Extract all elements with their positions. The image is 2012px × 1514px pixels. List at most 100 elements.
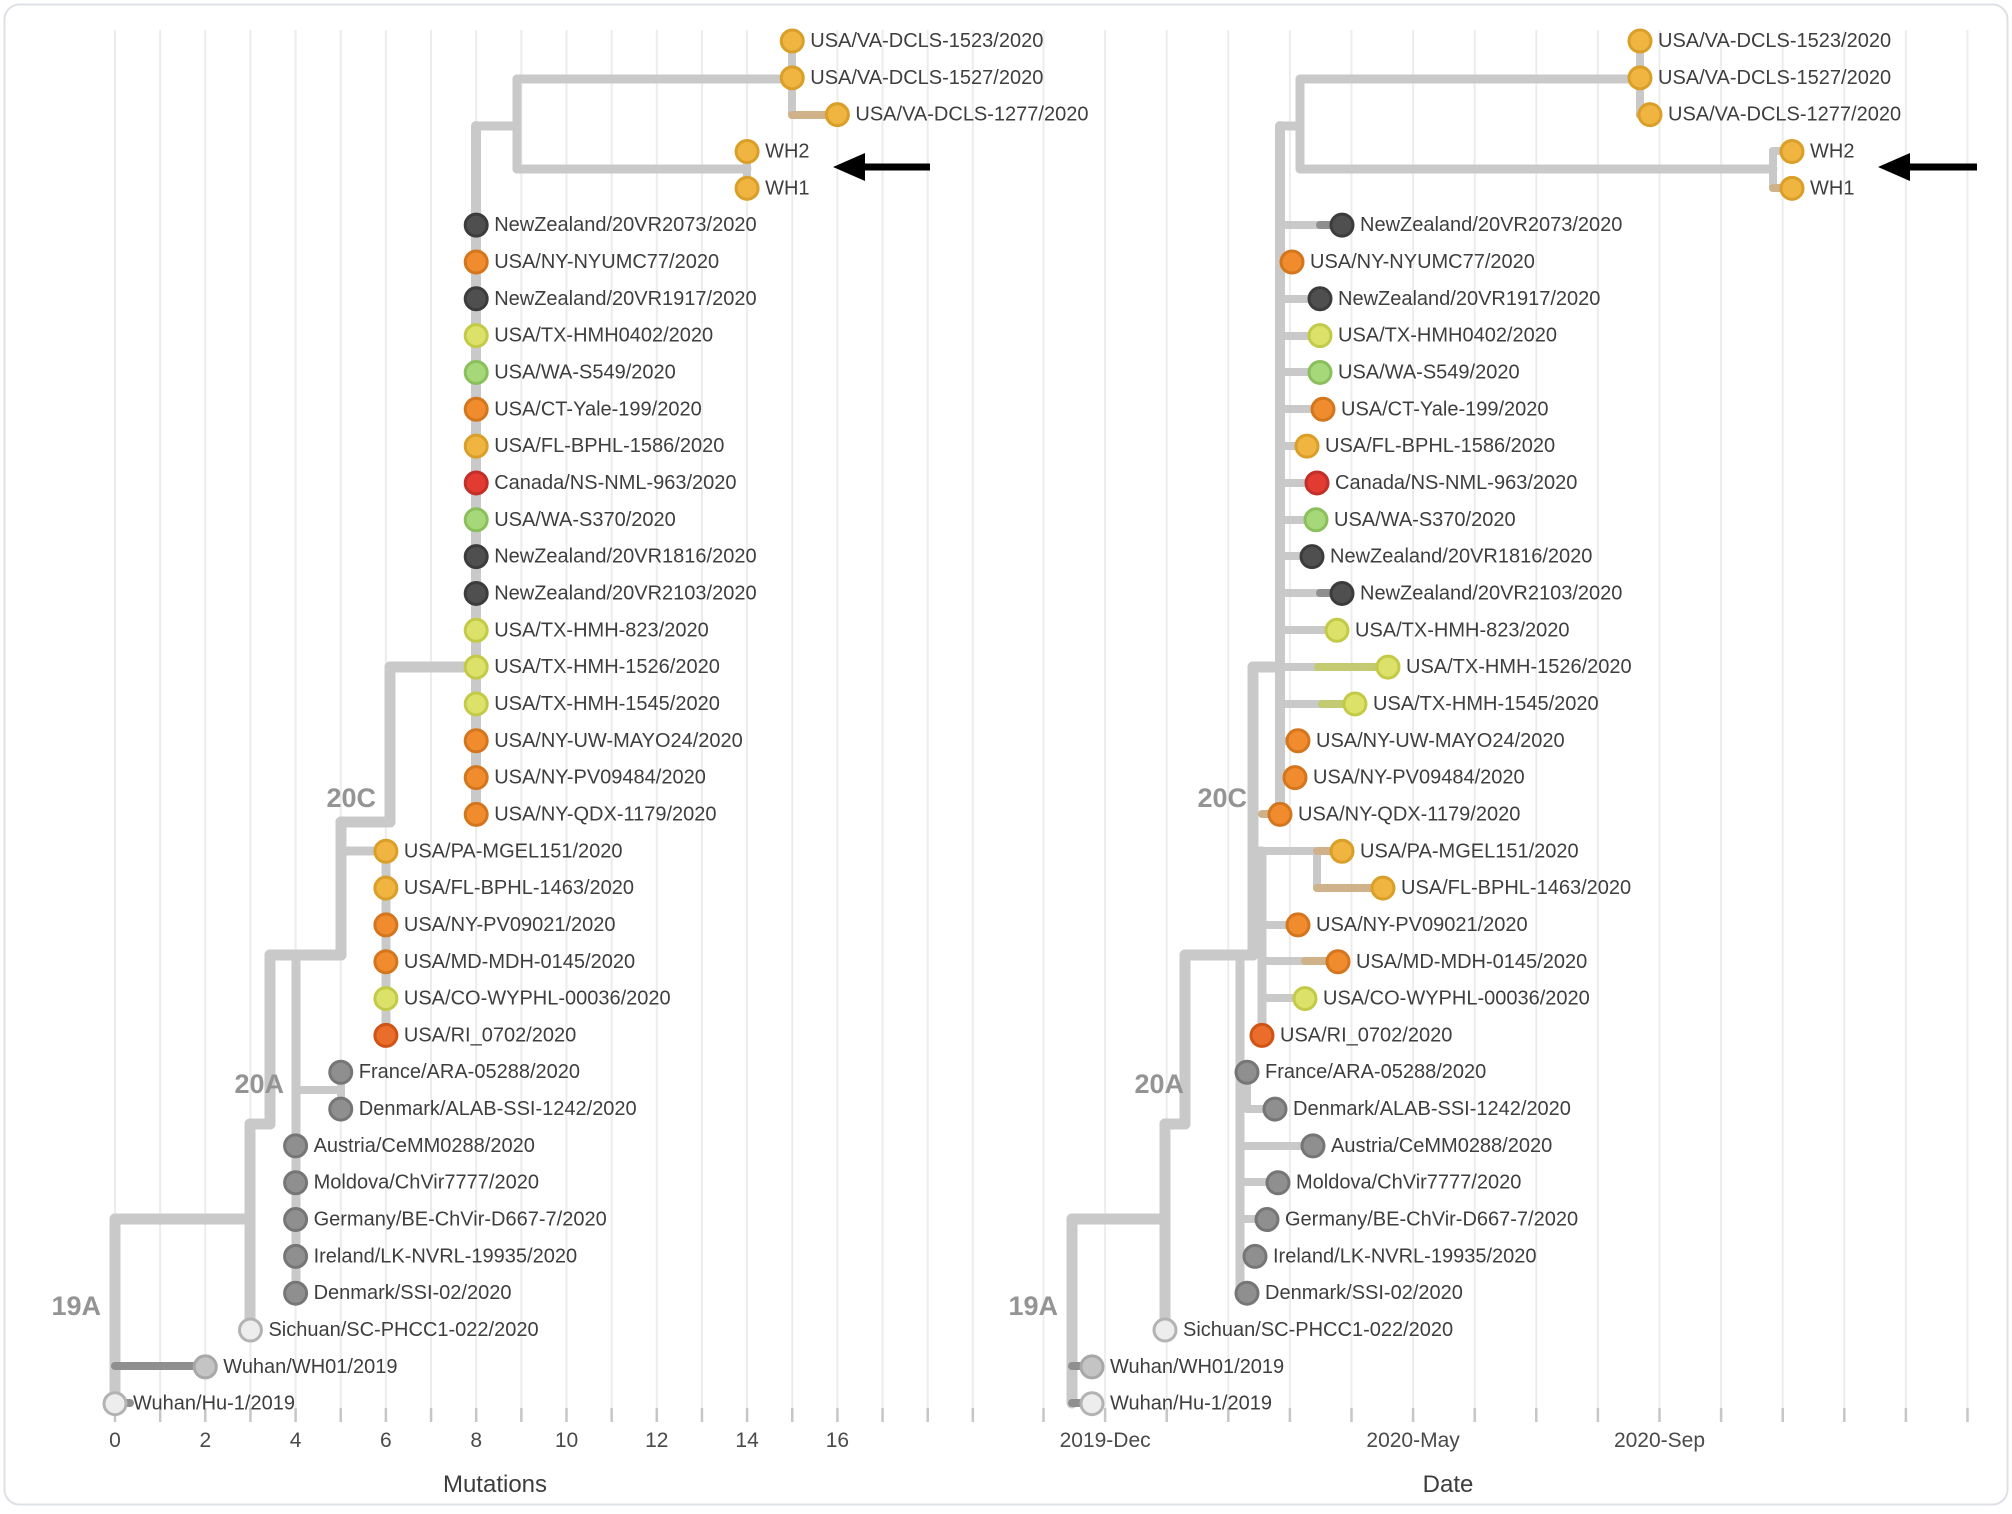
tip-label-right: USA/VA-DCLS-1277/2020	[1668, 104, 1901, 126]
tip-dot-right	[1249, 1022, 1275, 1048]
tip-label-right: Ireland/LK-NVRL-19935/2020	[1273, 1245, 1537, 1267]
tip-label-right: USA/CT-Yale-199/2020	[1341, 398, 1549, 420]
tip-dot-right	[1300, 1133, 1326, 1159]
tip-label-right: USA/CO-WYPHL-00036/2020	[1323, 988, 1590, 1010]
tip-dot-right	[1342, 691, 1368, 717]
tip-label-right: Sichuan/SC-PHCC1-022/2020	[1183, 1319, 1453, 1341]
tip-dot-right	[1779, 175, 1805, 201]
tip-label-right: USA/WA-S370/2020	[1334, 509, 1516, 531]
tip-label-left: USA/PA-MGEL151/2020	[404, 840, 623, 862]
tip-label-right: NewZealand/20VR2073/2020	[1360, 214, 1622, 236]
tip-dot-left	[463, 801, 489, 827]
tip-label-left: USA/TX-HMH-1526/2020	[494, 656, 720, 678]
tip-label-left: USA/NY-NYUMC77/2020	[494, 251, 719, 273]
tip-dot-left	[237, 1317, 263, 1343]
tip-dot-left	[463, 249, 489, 275]
tip-dot-left	[283, 1133, 309, 1159]
tip-label-right: NewZealand/20VR1917/2020	[1338, 288, 1600, 310]
tip-dot-right	[1329, 838, 1355, 864]
tip-label-left: USA/CT-Yale-199/2020	[494, 398, 702, 420]
axis-tick-label: 6	[380, 1429, 392, 1452]
axis-tick-label: 8	[470, 1429, 482, 1452]
clade-label-right: 20C	[1197, 783, 1247, 813]
tip-dot-left	[463, 507, 489, 533]
tip-label-right: Canada/NS-NML-963/2020	[1335, 472, 1577, 494]
tip-dot-right	[1262, 1096, 1288, 1122]
tip-label-left: USA/WA-S549/2020	[494, 361, 676, 383]
tip-label-right: USA/VA-DCLS-1527/2020	[1658, 67, 1891, 89]
tip-dot-left	[283, 1170, 309, 1196]
tip-dot-left	[283, 1207, 309, 1233]
tip-dot-left	[328, 1096, 354, 1122]
tip-label-right: USA/WA-S549/2020	[1338, 361, 1520, 383]
tip-dot-left	[328, 1059, 354, 1085]
tip-dot-left	[463, 323, 489, 349]
tip-label-left: Denmark/SSI-02/2020	[314, 1282, 512, 1304]
tip-label-left: USA/CO-WYPHL-00036/2020	[404, 988, 671, 1010]
tip-dot-right	[1265, 1170, 1291, 1196]
tip-label-left: Wuhan/Hu-1/2019	[133, 1393, 295, 1415]
tip-dot-right	[1779, 138, 1805, 164]
tip-dot-right	[1152, 1317, 1178, 1343]
tip-dot-right	[1242, 1243, 1268, 1269]
tip-dot-left	[463, 212, 489, 238]
tip-label-left: NewZealand/20VR1816/2020	[494, 546, 756, 568]
tip-dot-right	[1324, 617, 1350, 643]
tip-label-left: Canada/NS-NML-963/2020	[494, 472, 736, 494]
annotation-arrowhead-icon	[833, 153, 865, 181]
tip-label-right: Austria/CeMM0288/2020	[1331, 1135, 1552, 1157]
tip-dot-right	[1285, 728, 1311, 754]
tip-dot-left	[824, 102, 850, 128]
axis-tick-label: 12	[645, 1429, 668, 1452]
tip-label-right: USA/VA-DCLS-1523/2020	[1658, 30, 1891, 52]
tip-dot-right	[1079, 1391, 1105, 1417]
tip-dot-right	[1282, 765, 1308, 791]
tip-dot-left	[373, 986, 399, 1012]
tip-dot-left	[463, 433, 489, 459]
tip-label-left: NewZealand/20VR2073/2020	[494, 214, 756, 236]
tip-label-right: USA/NY-NYUMC77/2020	[1310, 251, 1535, 273]
tip-label-left: USA/TX-HMH-823/2020	[494, 619, 709, 641]
tip-label-right: USA/TX-HMH-823/2020	[1355, 619, 1570, 641]
axis-tick-label: 4	[290, 1429, 302, 1452]
tip-dot-left	[463, 691, 489, 717]
tip-dot-right	[1254, 1207, 1280, 1233]
tip-label-left: NewZealand/20VR1917/2020	[494, 288, 756, 310]
tip-dot-left	[734, 138, 760, 164]
tip-label-left: USA/TX-HMH0402/2020	[494, 325, 713, 347]
tip-dot-right	[1299, 544, 1325, 570]
tip-label-left: USA/NY-PV09484/2020	[494, 767, 706, 789]
tip-dot-right	[1234, 1280, 1260, 1306]
tip-label-left: Austria/CeMM0288/2020	[314, 1135, 535, 1157]
tip-label-right: Denmark/ALAB-SSI-1242/2020	[1293, 1098, 1571, 1120]
tip-dot-right	[1325, 949, 1351, 975]
tip-dot-right	[1627, 28, 1653, 54]
tip-label-left: WH2	[765, 140, 809, 162]
tip-label-right: USA/NY-QDX-1179/2020	[1298, 803, 1520, 825]
tip-dot-right	[1627, 65, 1653, 91]
tip-dot-left	[373, 838, 399, 864]
tip-dot-right	[1637, 102, 1663, 128]
tip-label-right: NewZealand/20VR1816/2020	[1330, 546, 1592, 568]
tip-label-right: USA/FL-BPHL-1586/2020	[1325, 435, 1555, 457]
tip-dot-right	[1307, 286, 1333, 312]
tip-dot-right	[1375, 654, 1401, 680]
annotation-arrowhead-icon	[1878, 153, 1910, 181]
tip-dot-right	[1285, 912, 1311, 938]
clade-label-right: 20A	[1134, 1069, 1184, 1099]
axis-tick-label: 2	[199, 1429, 211, 1452]
tip-label-left: USA/TX-HMH-1545/2020	[494, 693, 720, 715]
axis-tick-label: 14	[735, 1429, 759, 1452]
tip-dot-left	[463, 359, 489, 385]
tip-label-right: USA/NY-PV09484/2020	[1313, 767, 1525, 789]
tip-dot-left	[463, 728, 489, 754]
tip-label-right: USA/TX-HMH-1526/2020	[1406, 656, 1632, 678]
tip-dot-left	[779, 28, 805, 54]
tip-label-right: Wuhan/Hu-1/2019	[1110, 1393, 1272, 1415]
tip-label-left: USA/FL-BPHL-1586/2020	[494, 435, 724, 457]
tip-label-right: NewZealand/20VR2103/2020	[1360, 582, 1622, 604]
tip-dot-right	[1079, 1354, 1105, 1380]
tip-dot-right	[1307, 323, 1333, 349]
